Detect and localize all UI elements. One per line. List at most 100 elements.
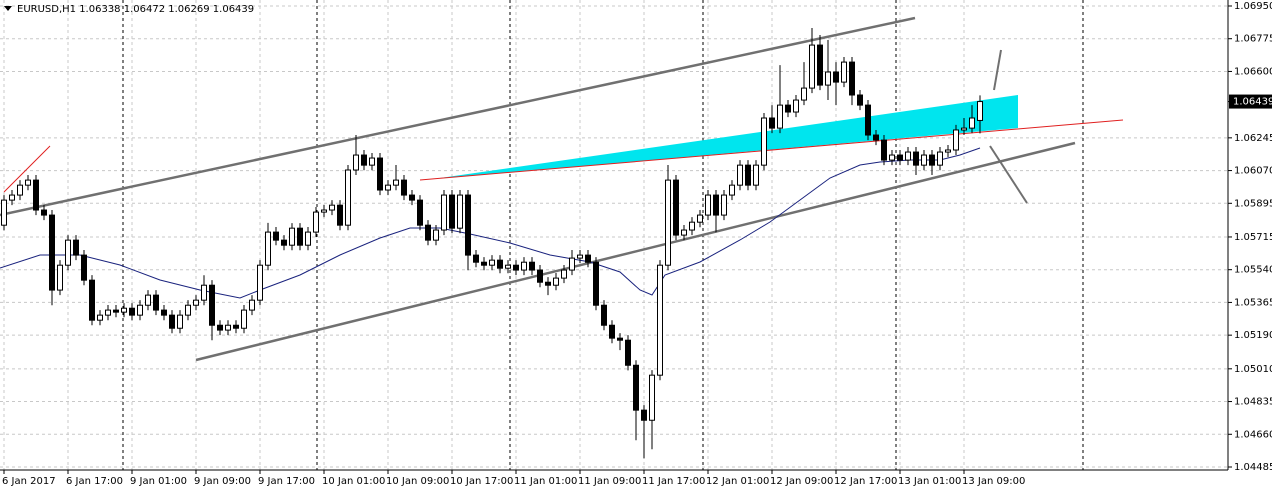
current-price-box <box>1229 94 1272 109</box>
menu-icon[interactable] <box>4 6 12 11</box>
day-separators <box>122 0 1084 470</box>
candle-body <box>817 44 823 86</box>
candle-body <box>65 239 71 266</box>
candle-body <box>81 254 87 281</box>
candle-body <box>929 154 935 166</box>
candle-body <box>121 307 127 313</box>
candle-body <box>745 164 751 186</box>
candle-body <box>953 129 959 151</box>
candle-body <box>33 179 39 211</box>
drawings <box>0 16 1124 362</box>
x-tick-label: 9 Jan 01:00 <box>130 476 187 487</box>
candle-body <box>641 409 647 421</box>
candle-body <box>473 254 479 263</box>
candle-body <box>17 184 23 196</box>
x-tick-label: 6 Jan 2017 <box>2 476 56 487</box>
candle-body <box>537 269 543 283</box>
y-tick-label: 1.05365 <box>1234 297 1272 308</box>
candle-body <box>481 261 487 266</box>
candle-body <box>329 204 335 211</box>
channel-lower <box>195 141 1076 362</box>
candle-body <box>777 104 783 129</box>
candle-body <box>785 104 791 113</box>
candle-body <box>881 139 887 161</box>
candle-body <box>697 214 703 223</box>
pointer-line <box>989 145 1028 204</box>
candle-body <box>233 324 239 329</box>
candle-body <box>465 194 471 256</box>
y-tick-label: 1.05010 <box>1234 364 1272 375</box>
candle-body <box>793 99 799 113</box>
y-tick-label: 1.06950 <box>1234 1 1272 12</box>
candle-body <box>673 179 679 236</box>
candle-body <box>489 259 495 266</box>
candle-body <box>273 231 279 241</box>
candle-body <box>625 339 631 366</box>
candle-body <box>961 127 967 131</box>
x-tick-label: 11 Jan 01:00 <box>514 476 577 487</box>
candle-body <box>137 304 143 316</box>
y-tick-label: 1.06070 <box>1234 166 1272 177</box>
candle-body <box>521 261 527 271</box>
candle-body <box>457 194 463 229</box>
candle-body <box>265 231 271 266</box>
candle-body <box>801 87 807 101</box>
candle-body <box>577 254 583 259</box>
candle-body <box>385 184 391 191</box>
candle-body <box>849 61 855 96</box>
trend-line <box>419 119 1124 181</box>
current-price-label: 1.06439 <box>1233 97 1272 108</box>
candle-body <box>153 294 159 311</box>
candle-body <box>513 264 519 271</box>
candle-body <box>761 117 767 166</box>
candle-body <box>905 151 911 161</box>
candle-body <box>209 284 215 326</box>
y-tick-label: 1.05540 <box>1234 265 1272 276</box>
candle-body <box>689 221 695 231</box>
candle-body <box>305 231 311 246</box>
candle-body <box>161 309 167 316</box>
x-tick-label: 11 Jan 09:00 <box>578 476 641 487</box>
candle-body <box>545 281 551 286</box>
candle-body <box>529 261 535 271</box>
candle-body <box>617 337 623 341</box>
candle-body <box>609 324 615 339</box>
candle-body <box>657 264 663 376</box>
y-tick-label: 1.06600 <box>1234 66 1272 77</box>
x-tick-label: 13 Jan 09:00 <box>962 476 1025 487</box>
candle-body <box>9 194 15 201</box>
candle-body <box>169 314 175 329</box>
candle-body <box>425 224 431 241</box>
x-tick-label: 6 Jan 17:00 <box>66 476 123 487</box>
candle-body <box>313 211 319 233</box>
candle-body <box>97 314 103 321</box>
candle-body <box>1 199 7 226</box>
candle-body <box>57 264 63 291</box>
candle-body <box>225 324 231 331</box>
candle-body <box>433 229 439 241</box>
candle-body <box>393 179 399 186</box>
trend-line <box>3 145 51 193</box>
candle-body <box>681 229 687 236</box>
candle-body <box>569 257 575 271</box>
candle-body <box>49 214 55 291</box>
candle-body <box>289 227 295 246</box>
candle-body <box>145 294 151 306</box>
candle-body <box>857 94 863 106</box>
y-tick-label: 1.06775 <box>1234 34 1272 45</box>
candle-body <box>257 264 263 301</box>
candle-body <box>601 304 607 326</box>
chart-title: EURUSD,H1 1.06338 1.06472 1.06269 1.0643… <box>17 4 254 15</box>
x-tick-label: 13 Jan 01:00 <box>898 476 961 487</box>
candle-body <box>873 134 879 141</box>
candle-body <box>841 61 847 83</box>
candle-body <box>185 304 191 316</box>
candle-body <box>177 314 183 329</box>
candle-body <box>889 154 895 161</box>
candle-body <box>561 269 567 279</box>
candle-body <box>769 117 775 129</box>
candle-body <box>913 151 919 166</box>
x-tick-label: 11 Jan 17:00 <box>642 476 705 487</box>
